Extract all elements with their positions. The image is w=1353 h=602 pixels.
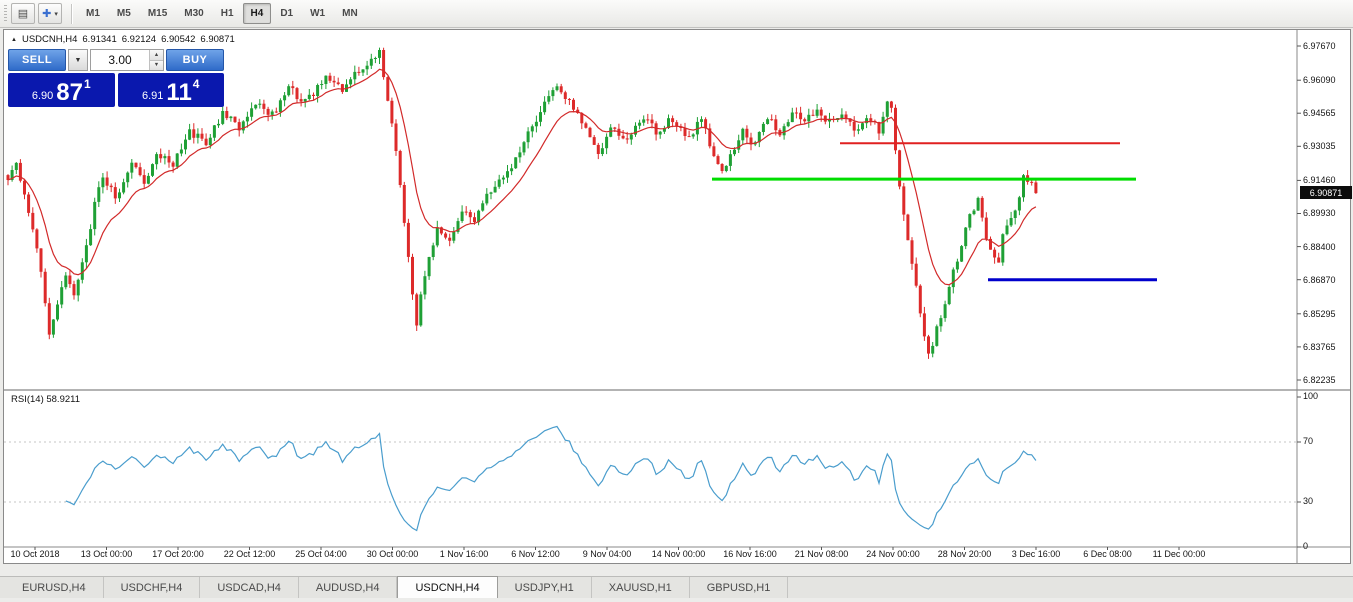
price-scale-label: 6.89930 [1303,208,1336,219]
chart-window-glyph: ▤ [17,8,29,20]
price-scale[interactable]: 6.97670 6.96090 6.94565 6.93035 6.91460 6.899… [1300,29,1353,564]
timeframe-h1[interactable]: H1 [220,8,234,19]
ohlc-low: 6.90542 [161,34,196,45]
lot-size-input[interactable] [91,50,149,70]
toolbar: ▤ ✚ ▾ M1 M5 M15 M30 H1 H4 D1 W1 MN [0,0,1353,28]
time-axis-label: 25 Oct 04:00 [295,549,347,559]
price-scale-label: 6.96090 [1303,75,1336,86]
chart-tabs-bar: EURUSD,H4 USDCHF,H4 USDCAD,H4 AUDUSD,H4 USDC… [0,576,1353,598]
rsi-scale-label: 30 [1303,496,1314,506]
time-axis-label: 6 Dec 08:00 [1083,549,1132,559]
timeframe-m30[interactable]: M30 [184,8,204,19]
buy-price-box[interactable]: 6.91 11 4 [117,73,224,107]
price-scale-label: 6.85295 [1303,308,1336,319]
timeframe-m15[interactable]: M15 [147,8,168,19]
time-axis-label: 21 Nov 08:00 [794,549,849,559]
pointer-tools-dropdown[interactable]: ✚ ▾ [38,3,62,24]
chart-window-icon[interactable]: ▤ [11,3,35,24]
rsi-indicator-label: RSI(14) 58.9211 [11,394,81,405]
lot-stepper: ▲ ▼ [149,50,163,70]
timeframe-mn[interactable]: MN [342,8,358,19]
candlestick-chart-canvas[interactable] [4,30,1350,563]
ohlc-high: 6.92124 [121,34,157,45]
trade-panel-prices: 6.90 87 1 6.91 11 4 [8,73,224,107]
time-axis-label: 1 Nov 16:00 [439,549,489,559]
timeframe-h4[interactable]: H4 [242,3,272,24]
tab-xauusd-h1[interactable]: XAUUSD,H1 [592,577,690,598]
toolbar-grip[interactable] [4,4,7,23]
tab-usdchf-h4[interactable]: USDCHF,H4 [104,577,201,598]
sell-button[interactable]: SELL [8,49,66,71]
time-axis-label: 22 Oct 12:00 [223,549,276,559]
sell-price-big: 87 [56,78,83,106]
ohlc-close: 6.90871 [200,34,235,45]
toolbar-separator [71,3,72,24]
price-scale-label: 6.82235 [1303,374,1336,385]
dropdown-caret-icon: ▾ [54,10,58,18]
price-scale-label: 6.91460 [1303,175,1336,186]
lot-step-down-icon[interactable]: ▼ [150,59,163,70]
time-axis-label: 16 Nov 16:00 [723,549,777,559]
timeframe-d1[interactable]: D1 [280,8,294,19]
time-axis-label: 3 Dec 16:00 [1011,549,1061,559]
time-axis[interactable]: 10 Oct 2018 13 Oct 00:00 17 Oct 20:00 22 Oc… [4,548,1296,563]
time-axis-label: 9 Nov 04:00 [582,549,632,559]
ohlc-open: 6.91341 [82,34,117,45]
time-axis-label: 30 Oct 00:00 [366,549,419,559]
lot-step-up-icon[interactable]: ▲ [150,50,163,60]
chart-header: ▲ USDCNH,H4 6.91341 6.92124 6.90542 6.90… [11,34,235,45]
price-scale-label: 6.86870 [1303,274,1336,285]
chart-window-area: ▲ USDCNH,H4 6.91341 6.92124 6.90542 6.90… [3,29,1351,564]
timeframe-m1[interactable]: M1 [86,8,100,19]
time-axis-label: 11 Dec 00:00 [1152,549,1206,559]
tab-audusd-h4[interactable]: AUDUSD,H4 [299,577,398,598]
time-axis-label: 28 Nov 20:00 [937,549,992,559]
time-axis-label: 13 Oct 00:00 [80,549,133,559]
rsi-scale-label: 0 [1303,541,1309,551]
time-axis-label: 17 Oct 20:00 [152,549,204,559]
time-axis-label: 10 Oct 2018 [10,549,60,559]
time-axis-label: 6 Nov 12:00 [511,549,560,559]
trade-panel-controls: SELL ▼ ▲ ▼ BUY [8,49,224,71]
price-scale-label: 6.97670 [1303,41,1336,51]
time-axis-label: 14 Nov 00:00 [651,549,706,559]
lot-combo-caret-icon[interactable]: ▼ [68,49,88,71]
price-scale-label: 6.94565 [1303,108,1336,119]
chart-symbol: USDCNH,H4 [21,34,78,45]
rsi-scale-label: 70 [1303,436,1314,446]
lot-field-wrap: ▲ ▼ [90,49,164,71]
timeframe-w1[interactable]: W1 [310,8,326,19]
tab-usdjpy-h1[interactable]: USDJPY,H1 [498,577,592,598]
sell-price-pip: 1 [83,77,91,91]
buy-button[interactable]: BUY [166,49,224,71]
time-axis-label: 24 Nov 00:00 [866,549,920,559]
tab-usdcnh-h4[interactable]: USDCNH,H4 [397,576,498,598]
tab-gbpusd-h1[interactable]: GBPUSD,H1 [690,577,789,598]
price-scale-label: 6.93035 [1303,141,1336,152]
buy-price-pip: 4 [192,77,200,91]
sell-price-prefix: 6.90 [31,90,54,102]
buy-price-prefix: 6.91 [142,90,164,102]
timeframe-m5[interactable]: M5 [116,8,131,19]
tab-usdcad-h4[interactable]: USDCAD,H4 [200,577,299,598]
price-scale-label: 6.88400 [1303,241,1336,252]
price-scale-label: 6.83765 [1303,341,1336,352]
symbol-marker-icon: ▲ [11,36,17,43]
timeframe-toolbar: M1 M5 M15 M30 H1 H4 D1 W1 MN [78,3,367,24]
rsi-scale-label: 100 [1303,391,1319,401]
current-price-badge: 6.90871 [1300,186,1352,200]
pointer-tools-icon: ✚ [42,8,52,20]
one-click-trading-panel: SELL ▼ ▲ ▼ BUY 6.90 87 1 6.9 [8,49,224,107]
sell-price-box[interactable]: 6.90 87 1 [8,73,115,107]
buy-price-big: 11 [166,78,192,106]
tab-eurusd-h4[interactable]: EURUSD,H4 [5,577,104,598]
